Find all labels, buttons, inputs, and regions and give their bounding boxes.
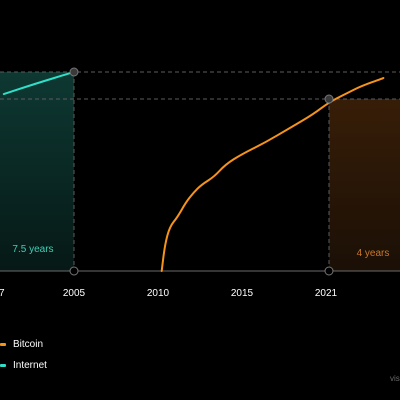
internet-duration-label: 7.5 years [12, 244, 53, 255]
marker-axis-2021 [324, 266, 334, 276]
tick-label-2015: 2015 [231, 288, 254, 299]
internet-duration-region [0, 72, 74, 271]
tick-label-left-fragment: 7 [0, 288, 5, 299]
series-line-bitcoin [160, 77, 385, 272]
tick-label-2021: 2021 [315, 288, 338, 299]
legend-label-internet: Internet [13, 360, 47, 371]
bitcoin-duration-region [329, 99, 400, 271]
series-line-internet [2, 70, 76, 96]
legend-swatch-internet [0, 364, 6, 367]
tick-label-2010: 2010 [147, 288, 170, 299]
bitcoin-duration-label: 4 years [357, 248, 390, 259]
marker-internet-end [69, 67, 79, 77]
tick-label-2005: 2005 [63, 288, 86, 299]
marker-axis-2005 [69, 266, 79, 276]
legend-label-bitcoin: Bitcoin [13, 339, 44, 350]
legend-swatch-bitcoin [0, 343, 6, 346]
watermark: vis [390, 374, 400, 383]
marker-bitcoin-2021 [324, 94, 334, 104]
